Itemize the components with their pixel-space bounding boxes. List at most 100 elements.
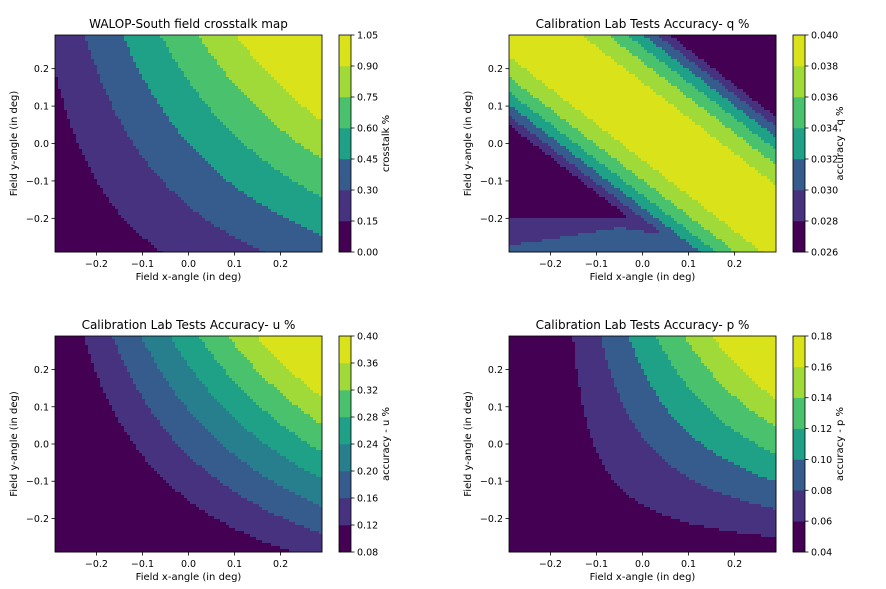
colorbar-tick-label: 0.04 xyxy=(811,548,832,559)
colorbar-tick-label: 0.20 xyxy=(357,467,378,478)
colorbar-band xyxy=(793,459,805,490)
colorbar-band xyxy=(793,521,805,552)
y-tick-label: 0.1 xyxy=(34,402,49,413)
chart-title: WALOP-South field crosstalk map xyxy=(89,17,288,31)
contour-fill xyxy=(55,336,322,552)
colorbar-tick-label: 0.08 xyxy=(811,486,832,497)
colorbar-label: accuracy - u % xyxy=(381,407,392,481)
chart-panel-3: −0.2−0.2−0.1−0.10.00.00.10.10.20.2Calibr… xyxy=(9,318,392,583)
x-tick-label: 0.2 xyxy=(273,259,288,270)
y-axis-label: Field y-angle (in deg) xyxy=(9,91,20,197)
x-axis-label: Field x-angle (in deg) xyxy=(590,272,696,283)
x-tick-label: 0.0 xyxy=(635,559,650,570)
colorbar-tick-label: 0.30 xyxy=(357,186,378,197)
contour-fill xyxy=(509,35,776,252)
colorbar-band xyxy=(339,498,351,525)
colorbar-band xyxy=(339,221,351,252)
y-tick-label: 0.2 xyxy=(34,365,49,376)
x-axis-label: Field x-angle (in deg) xyxy=(590,572,696,583)
colorbar-tick-label: 0.12 xyxy=(357,521,378,532)
x-tick-label: −0.2 xyxy=(85,559,108,570)
y-tick-label: 0.2 xyxy=(488,365,503,376)
y-tick-label: 0.0 xyxy=(488,139,503,150)
colorbar-band xyxy=(793,490,805,521)
colorbar-band xyxy=(339,390,351,417)
x-tick-label: 0.2 xyxy=(727,259,742,270)
colorbar-tick-label: 0.14 xyxy=(811,393,832,404)
colorbar-band xyxy=(339,66,351,97)
colorbar-band xyxy=(339,525,351,552)
colorbar-tick-label: 0.028 xyxy=(811,217,838,228)
colorbar-band xyxy=(339,336,351,363)
y-tick-label: −0.2 xyxy=(26,214,49,225)
colorbar-tick-label: 0.40 xyxy=(357,332,378,343)
colorbar-band xyxy=(793,429,805,460)
colorbar-label: accuracy - q % xyxy=(835,106,846,180)
colorbar: 0.000.150.300.450.600.750.901.05crosstal… xyxy=(339,31,392,259)
colorbar-band xyxy=(339,363,351,390)
colorbar-tick-label: 0.036 xyxy=(811,93,838,104)
y-tick-label: 0.1 xyxy=(34,102,49,113)
colorbar: 0.080.120.160.200.240.280.320.360.40accu… xyxy=(339,332,392,559)
colorbar-band xyxy=(339,97,351,128)
colorbar-band xyxy=(793,35,805,66)
y-tick-label: 0.0 xyxy=(34,440,49,451)
x-tick-label: 0.0 xyxy=(181,559,196,570)
chart-panel-1: −0.2−0.2−0.1−0.10.00.00.10.10.20.2WALOP-… xyxy=(9,17,392,283)
y-tick-label: 0.0 xyxy=(488,440,503,451)
x-tick-label: −0.1 xyxy=(131,259,154,270)
colorbar-tick-label: 0.00 xyxy=(357,248,378,259)
colorbar-tick-label: 0.08 xyxy=(357,548,378,559)
colorbar-tick-label: 0.45 xyxy=(357,155,378,166)
y-tick-label: 0.2 xyxy=(34,64,49,75)
x-tick-label: −0.2 xyxy=(539,559,562,570)
contour-fill xyxy=(55,35,322,252)
colorbar-tick-label: 0.36 xyxy=(357,359,378,370)
colorbar: 0.0260.0280.0300.0320.0340.0360.0380.040… xyxy=(793,31,846,259)
x-tick-label: −0.2 xyxy=(539,259,562,270)
x-tick-label: 0.1 xyxy=(681,559,696,570)
colorbar-band xyxy=(793,97,805,128)
colorbar-tick-label: 0.75 xyxy=(357,93,378,104)
y-tick-label: 0.1 xyxy=(488,102,503,113)
colorbar-tick-label: 0.10 xyxy=(811,455,832,466)
x-tick-label: 0.1 xyxy=(681,259,696,270)
colorbar-band xyxy=(793,190,805,221)
colorbar-tick-label: 0.12 xyxy=(811,424,832,435)
colorbar-band xyxy=(793,159,805,190)
colorbar-tick-label: 0.16 xyxy=(357,494,378,505)
colorbar-band xyxy=(339,35,351,66)
colorbar-band xyxy=(793,367,805,398)
x-tick-label: 0.0 xyxy=(635,259,650,270)
colorbar-tick-label: 0.038 xyxy=(811,62,838,73)
y-tick-label: 0.0 xyxy=(34,139,49,150)
x-tick-label: −0.1 xyxy=(131,559,154,570)
colorbar-band xyxy=(339,190,351,221)
x-tick-label: 0.0 xyxy=(181,259,196,270)
y-tick-label: −0.1 xyxy=(480,477,503,488)
colorbar-tick-label: 0.60 xyxy=(357,124,378,135)
colorbar-tick-label: 0.040 xyxy=(811,31,838,42)
colorbar-band xyxy=(339,471,351,498)
chart-panel-2: −0.2−0.2−0.1−0.10.00.00.10.10.20.2Calibr… xyxy=(463,17,846,283)
y-axis-label: Field y-angle (in deg) xyxy=(9,391,20,497)
x-tick-label: 0.2 xyxy=(273,559,288,570)
x-tick-label: −0.1 xyxy=(585,559,608,570)
x-tick-label: 0.1 xyxy=(227,259,242,270)
y-tick-label: −0.1 xyxy=(480,176,503,187)
colorbar-tick-label: 0.32 xyxy=(357,386,378,397)
colorbar-tick-label: 0.28 xyxy=(357,413,378,424)
colorbar-band xyxy=(339,128,351,159)
colorbar-tick-label: 0.18 xyxy=(811,332,832,343)
colorbar-tick-label: 1.05 xyxy=(357,31,378,42)
x-axis-label: Field x-angle (in deg) xyxy=(136,572,242,583)
colorbar-band xyxy=(793,66,805,97)
x-tick-label: 0.2 xyxy=(727,559,742,570)
figure: −0.2 −0.2 −0.1 −0.1 0.0 0.0 0.1 0.1 0.2 0.2 WALOP-… xyxy=(0,0,886,589)
colorbar-band xyxy=(339,417,351,444)
colorbar-band xyxy=(793,221,805,252)
x-tick-label: −0.1 xyxy=(585,259,608,270)
x-tick-label: −0.2 xyxy=(85,259,108,270)
y-tick-label: 0.1 xyxy=(488,402,503,413)
colorbar-band xyxy=(793,398,805,429)
